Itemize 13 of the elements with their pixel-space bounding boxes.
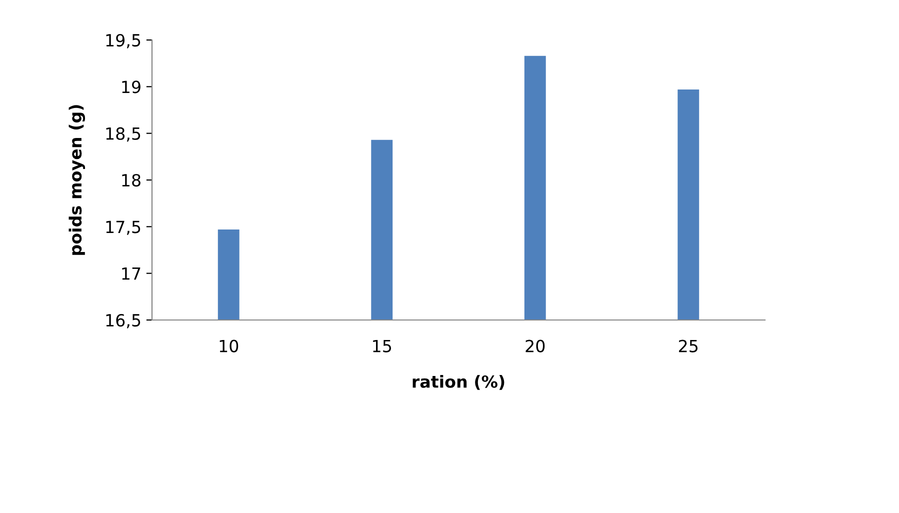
x-axis-title: ration (%): [412, 375, 504, 390]
y-tick-label: 17,5: [106, 220, 140, 235]
y-tick-label: 16,5: [106, 314, 140, 328]
y-tick-label: 19: [122, 80, 140, 94]
x-tick-label: 10: [220, 340, 238, 352]
y-tick-label: 18: [122, 174, 140, 187]
x-tick-label: 25: [678, 340, 698, 352]
y-tick-label: 19,5: [106, 34, 140, 48]
x-tick-label: 20: [526, 340, 545, 352]
y-tick-label: 18,5: [106, 127, 140, 142]
x-tick-label: 15: [373, 340, 392, 352]
y-tick-label: 17: [122, 268, 140, 280]
y-axis-title: poids moyen (g): [68, 105, 86, 255]
